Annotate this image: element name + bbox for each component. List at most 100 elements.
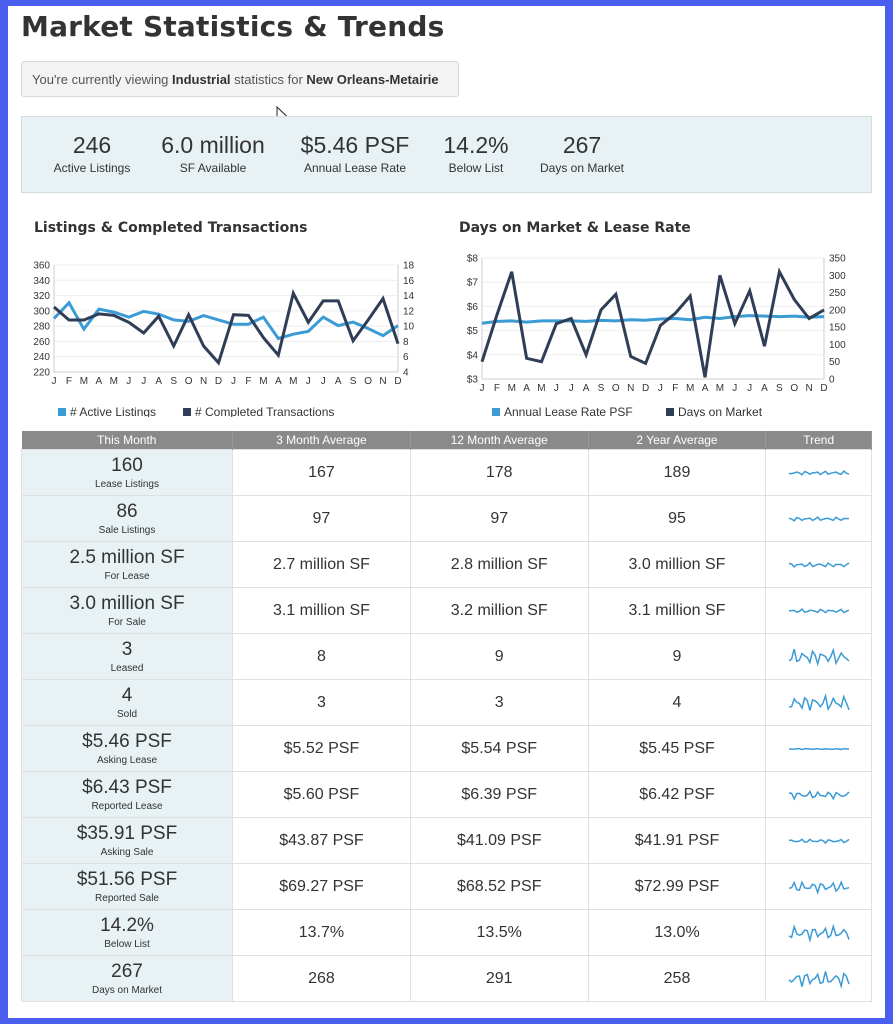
x-tick-label: J — [306, 376, 311, 387]
viewing-prefix: You're currently viewing — [32, 72, 173, 87]
trend-cell — [765, 679, 872, 726]
market-name-label[interactable]: New Orleans-Metairie — [306, 72, 439, 87]
y-left-tick-label: $8 — [467, 254, 479, 265]
trend-sparkline — [788, 747, 849, 750]
trend-sparkline — [788, 646, 850, 667]
x-tick-label: M — [537, 383, 545, 394]
metric-label: Asking Lease — [97, 755, 158, 766]
y-left-tick-label: 280 — [33, 322, 50, 333]
table-row: 3.0 million SF For Sale 3.1 million SF 3.2 … — [20, 587, 872, 634]
twelve-month-average: 291 — [409, 955, 589, 1002]
x-tick-label: F — [245, 376, 251, 387]
this-month-cell: 14.2% Below List — [20, 909, 234, 956]
viewing-notice: You're currently viewing Industrial stat… — [21, 61, 459, 97]
x-tick-label: F — [66, 376, 72, 387]
stat-value: 246 — [72, 132, 112, 158]
three-month-average: 13.7% — [232, 909, 411, 956]
y-right-tick-label: 50 — [829, 357, 841, 368]
three-month-average: 268 — [232, 955, 411, 1002]
this-month-value: 2.5 million SF — [69, 547, 185, 568]
three-month-average: 8 — [232, 633, 411, 680]
x-tick-label: M — [110, 376, 118, 387]
sparkline-path — [788, 515, 849, 522]
trend-cell — [765, 817, 872, 864]
x-tick-label: A — [96, 376, 103, 387]
x-tick-label: D — [642, 383, 649, 394]
stat-below-list: 14.2% Below List — [440, 131, 512, 175]
x-tick-label: M — [508, 383, 516, 394]
table-row: $35.91 PSF Asking Sale $43.87 PSF $41.09 PS… — [20, 817, 872, 864]
x-tick-label: A — [583, 383, 590, 394]
y-left-tick-label: 320 — [33, 291, 50, 302]
x-tick-label: S — [170, 376, 177, 387]
x-tick-label: J — [126, 376, 131, 387]
twelve-month-average: 9 — [409, 633, 589, 680]
y-right-tick-label: 150 — [829, 323, 846, 334]
x-tick-label: A — [335, 376, 342, 387]
x-tick-label: D — [394, 376, 401, 387]
y-left-tick-label: $6 — [467, 302, 479, 313]
y-right-tick-label: 200 — [829, 305, 846, 316]
sparkline-path — [788, 970, 850, 989]
y-right-tick-label: 4 — [403, 368, 409, 379]
x-tick-label: J — [732, 383, 737, 394]
x-tick-label: D — [215, 376, 222, 387]
two-year-average: $6.42 PSF — [587, 771, 767, 818]
x-tick-label: N — [806, 383, 813, 394]
this-month-value: $5.46 PSF — [82, 731, 172, 752]
three-month-average: 3.1 million SF — [232, 587, 411, 634]
this-month-value: 3.0 million SF — [69, 593, 185, 614]
stat-days-on-market: 267 Days on Market — [537, 131, 627, 175]
x-tick-label: J — [658, 383, 663, 394]
table-row: 86 Sale Listings 97 97 95 — [20, 495, 872, 542]
stat-value: $5.46 PSF — [300, 132, 410, 158]
x-tick-label: O — [790, 383, 798, 394]
x-tick-label: J — [321, 376, 326, 387]
x-tick-label: N — [627, 383, 634, 394]
two-year-average: $41.91 PSF — [587, 817, 767, 864]
this-month-cell: 86 Sale Listings — [20, 495, 234, 542]
stat-label: SF Available — [179, 161, 247, 175]
x-tick-label: O — [612, 383, 620, 394]
header-3-month: 3 Month Average — [232, 431, 411, 450]
x-tick-label: A — [702, 383, 709, 394]
metric-label: For Lease — [104, 571, 150, 582]
three-month-average: $69.27 PSF — [232, 863, 411, 910]
x-tick-label: O — [185, 376, 193, 387]
stat-label: Active Listings — [53, 161, 131, 175]
this-month-cell: 267 Days on Market — [20, 955, 234, 1002]
header-2-year: 2 Year Average — [588, 431, 767, 450]
trend-cell — [765, 725, 872, 772]
page-frame: Market Statistics & Trends You're curren… — [8, 6, 885, 1018]
twelve-month-average: 3 — [409, 679, 589, 726]
table-row: 3 Leased 8 9 9 — [20, 633, 872, 680]
three-month-average: $5.52 PSF — [232, 725, 411, 772]
x-tick-label: M — [716, 383, 724, 394]
x-tick-label: J — [554, 383, 559, 394]
trend-cell — [765, 541, 872, 588]
metric-label: For Sale — [108, 617, 146, 628]
x-tick-label: J — [569, 383, 574, 394]
two-year-average: 189 — [587, 449, 767, 496]
metric-label: Sale Listings — [98, 525, 156, 536]
stats-table-body: 160 Lease Listings 167 178 189 86 Sale Listing… — [20, 449, 872, 1002]
x-tick-label: J — [52, 376, 57, 387]
legend-label: Days on Market — [678, 405, 763, 417]
y-right-tick-label: 10 — [403, 322, 415, 333]
this-month-cell: 2.5 million SF For Lease — [20, 541, 234, 588]
y-left-tick-label: 300 — [33, 306, 50, 317]
stat-label: Days on Market — [539, 161, 625, 175]
header-this-month: This Month — [21, 431, 234, 450]
stat-value: 6.0 million — [161, 132, 265, 158]
x-tick-label: M — [289, 376, 297, 387]
y-right-tick-label: 16 — [403, 276, 415, 287]
trend-cell — [765, 771, 872, 818]
two-year-average: $72.99 PSF — [587, 863, 767, 910]
two-year-average: 4 — [587, 679, 767, 726]
this-month-cell: 3.0 million SF For Sale — [20, 587, 234, 634]
sparkline-path — [788, 747, 849, 750]
property-type-label[interactable]: Industrial — [172, 72, 231, 87]
sparkline-path — [788, 692, 850, 711]
this-month-cell: 3 Leased — [20, 633, 234, 680]
